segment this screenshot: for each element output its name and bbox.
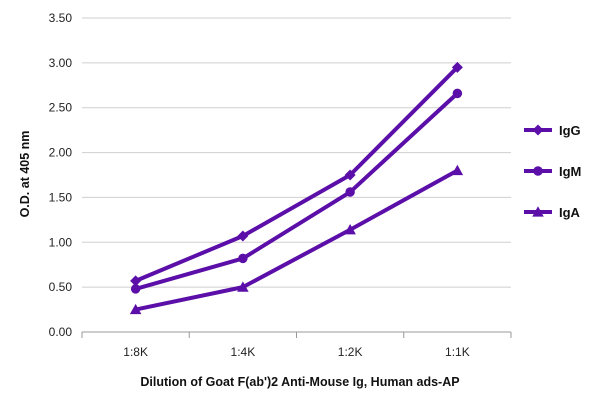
y-tick-label: 1.00: [49, 235, 73, 249]
series-igg: [130, 61, 463, 287]
legend-marker-iga: [532, 206, 544, 217]
data-point-igm: [130, 284, 141, 294]
legend-label-igg: IgG: [559, 123, 581, 138]
series-line-igm: [133, 91, 460, 291]
y-tick-label: 1.50: [49, 190, 73, 204]
legend-item-igm: IgM: [524, 164, 581, 179]
legend-label-igm: IgM: [559, 164, 581, 179]
data-point-iga: [344, 223, 356, 235]
data-point-igm: [345, 187, 355, 197]
x-tick-label: 1:8K: [123, 345, 148, 359]
x-tick-label: 1:4K: [231, 345, 256, 359]
y-tick-label: 3.00: [49, 56, 73, 70]
y-tick-label: 3.50: [49, 11, 73, 25]
data-point-igg: [451, 61, 463, 73]
y-tick-label: 0.00: [49, 325, 73, 339]
y-tick-label: 2.50: [49, 101, 73, 115]
x-axis-title: Dilution of Goat F(ab')2 Anti-Mouse Ig, …: [140, 375, 459, 389]
series-line-igg: [133, 65, 460, 283]
gridlines: [82, 17, 511, 288]
data-point-igm: [452, 88, 463, 99]
data-point-igg: [130, 275, 142, 287]
legend: IgG IgM IgA: [524, 123, 581, 220]
y-tick-label: 2.00: [49, 146, 73, 160]
data-point-igg: [237, 230, 249, 242]
series-iga: [129, 164, 464, 315]
data-point-iga: [237, 281, 249, 292]
legend-marker-igg: [532, 124, 544, 136]
data-point-igg: [344, 169, 356, 181]
x-tick-label: 1:1K: [445, 345, 470, 359]
y-axis-ticks: 0.00 0.50 1.00 1.50 2.00 2.50 3.00 3.50: [49, 11, 73, 339]
y-axis-title: O.D. at 405 nm: [18, 131, 32, 218]
series-layer: [129, 61, 464, 315]
data-point-iga: [129, 303, 142, 315]
x-axis-ticks: 1:8K 1:4K 1:2K 1:1K: [81, 332, 512, 359]
data-point-igm: [238, 253, 248, 264]
legend-item-iga: IgA: [524, 205, 581, 220]
series-line-iga: [133, 168, 460, 312]
y-tick-label: 0.50: [49, 280, 73, 294]
legend-item-igg: IgG: [524, 123, 581, 138]
legend-marker-igm: [533, 166, 543, 176]
series-igm: [130, 88, 463, 294]
x-tick-label: 1:2K: [338, 345, 363, 359]
legend-label-iga: IgA: [559, 205, 581, 220]
data-point-iga: [451, 164, 464, 176]
